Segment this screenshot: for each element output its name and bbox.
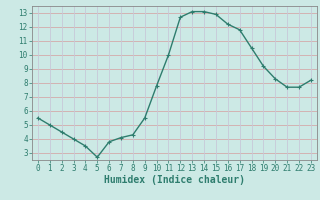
X-axis label: Humidex (Indice chaleur): Humidex (Indice chaleur): [104, 175, 245, 185]
